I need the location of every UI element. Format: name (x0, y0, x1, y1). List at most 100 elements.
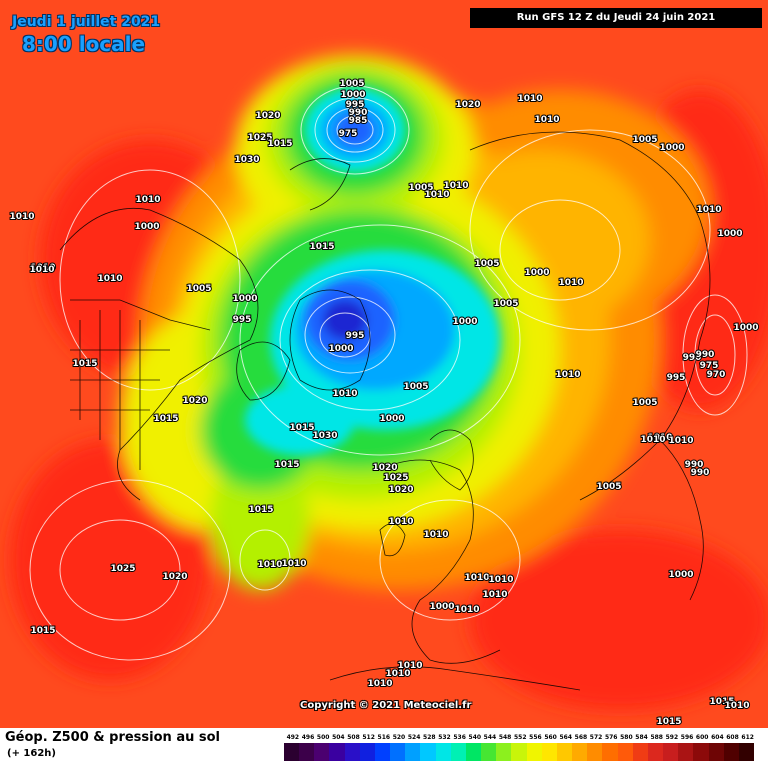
pressure-value-label: 1015 (309, 242, 334, 252)
pressure-value-label: 1005 (632, 398, 657, 408)
pressure-value-label: 990 (696, 350, 715, 360)
scale-tick-label: 520 (392, 734, 406, 741)
pressure-value-label: 1020 (455, 100, 480, 110)
pressure-value-label: 1000 (659, 143, 684, 153)
model-run-banner: Run GFS 12 Z du Jeudi 24 juin 2021 (470, 8, 762, 28)
scale-color-cell (723, 743, 740, 761)
scale-color-cell (617, 743, 634, 761)
pressure-value-label: 1010 (558, 278, 583, 288)
scale-color-cell (390, 743, 406, 761)
scale-tick-label: 588 (650, 734, 663, 741)
pressure-value-label: 1015 (709, 697, 734, 707)
scale-tick-label: 580 (620, 734, 633, 741)
pressure-value-label: 1010 (696, 205, 721, 215)
scale-color-cell (359, 743, 376, 761)
pressure-value-label: 1000 (668, 570, 693, 580)
scale-tick-label: 568 (574, 734, 588, 741)
scale-color-cell (465, 743, 482, 761)
pressure-value-label: 1000 (134, 222, 159, 232)
coast-greenland (289, 289, 371, 391)
coast-asia-east (659, 439, 704, 601)
pressure-value-label: 1000 (733, 323, 758, 333)
pressure-value-label: 1010 (668, 436, 693, 446)
pressure-value-label: 1000 (452, 317, 477, 327)
isobar-polar-low-2 (304, 296, 396, 374)
pressure-value-label: 995 (346, 100, 365, 110)
isobar-east-2 (469, 129, 711, 331)
weather-map: 1005100099599098597510201025101510301020… (0, 0, 768, 728)
pressure-value-label: 1015 (274, 460, 299, 470)
pressure-value-label: 1015 (267, 139, 292, 149)
scale-color-cell (708, 743, 725, 761)
pressure-value-label: 1015 (30, 626, 55, 636)
isobar-polar-low-4 (239, 224, 521, 456)
pressure-value-label: 1005 (403, 382, 428, 392)
scale-tick-label: 556 (529, 734, 542, 741)
scale-color-cell (572, 743, 588, 761)
pressure-value-label: 1015 (656, 717, 681, 727)
scale-tick-label: 612 (741, 734, 754, 741)
pressure-value-label: 990 (685, 460, 704, 470)
isobar-north-low-3 (314, 97, 396, 163)
pressure-labels: 1005100099599098597510201025101510301020… (8, 78, 759, 728)
isobar-east-1 (499, 199, 621, 301)
scale-tick-label: 572 (589, 734, 603, 741)
scale-color-cell (693, 743, 709, 761)
forecast-date: Jeudi 1 juillet 2021 (12, 14, 161, 30)
coast-north-africa (329, 666, 581, 691)
scale-color-cell (602, 743, 619, 761)
pressure-value-label: 1005 (339, 79, 364, 89)
scale-tick-label: 552 (514, 734, 527, 741)
pressure-value-label: 1005 (408, 183, 433, 193)
pressure-value-label: 1010 (397, 661, 422, 671)
pressure-value-label: 1005 (596, 482, 621, 492)
pressure-value-label: 990 (683, 353, 702, 363)
coast-britain (379, 523, 406, 557)
pressure-value-label: 1010 (724, 701, 749, 711)
isobar-polar-low-3 (279, 269, 461, 411)
pressure-value-label: 1010 (388, 517, 413, 527)
pressure-value-label: 990 (349, 108, 368, 118)
pressure-value-label: 1010 (281, 559, 306, 569)
pressure-value-label: 1010 (30, 263, 55, 273)
scale-tick-label: 604 (711, 734, 724, 741)
pressure-value-label: 1030 (312, 431, 337, 441)
pressure-value-label: 1005 (632, 135, 657, 145)
pressure-value-label: 1030 (234, 155, 259, 165)
copyright-notice: Copyright © 2021 Meteociel.fr (300, 700, 472, 711)
scale-tick-label: 592 (665, 734, 679, 741)
forecast-time: 8:00 locale (22, 32, 146, 56)
scale-tick-label: 504 (332, 734, 345, 741)
scale-tick-label: 596 (680, 734, 694, 741)
scale-color-cell (556, 743, 573, 761)
scale-tick-label: 528 (423, 734, 436, 741)
blue-core-top (335, 112, 375, 148)
scale-color-cell (526, 743, 543, 761)
pressure-value-label: 1010 (640, 435, 665, 445)
pressure-value-label: 1020 (388, 485, 413, 495)
scale-color-cell (587, 743, 603, 761)
pressure-value-label: 1010 (443, 181, 468, 191)
isobar-atlantic-high-1 (59, 519, 181, 621)
scale-tick-label: 564 (559, 734, 572, 741)
pressure-value-label: 985 (349, 116, 368, 126)
pressure-value-label: 1000 (328, 344, 353, 354)
isobar-pacific-low-1 (694, 314, 736, 396)
color-scale-bar (284, 743, 755, 761)
pressure-value-label: 1010 (482, 590, 507, 600)
scale-color-cell (678, 743, 694, 761)
scale-color-cell (284, 743, 300, 761)
scale-color-cell (663, 743, 679, 761)
pressure-value-label: 995 (233, 315, 252, 325)
coast-europe (379, 459, 501, 664)
scale-tick-label: 524 (407, 734, 421, 741)
scale-tick-label: 532 (438, 734, 451, 741)
scale-tick-label: 508 (347, 734, 360, 741)
pressure-value-label: 1010 (9, 212, 34, 222)
scale-tick-label: 512 (362, 734, 375, 741)
pressure-value-label: 1010 (647, 433, 672, 443)
isobar-north-low-1 (336, 115, 374, 145)
pressure-value-label: 1010 (367, 679, 392, 689)
scale-color-cell (481, 743, 497, 761)
pressure-value-label: 1000 (379, 414, 404, 424)
